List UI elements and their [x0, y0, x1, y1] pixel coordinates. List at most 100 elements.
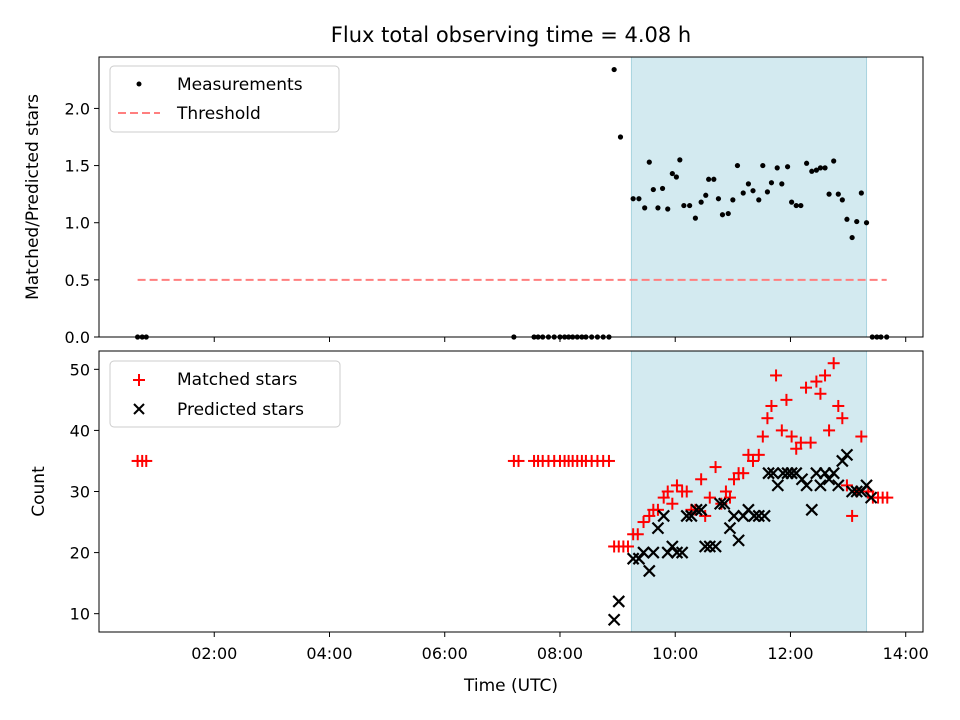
bottom-x-ticks: 02:00 04:00 06:00 08:00 10:00 12:00 14:00 — [191, 632, 929, 663]
measurement-point — [835, 191, 841, 197]
predicted-star-point — [637, 546, 650, 559]
predicted-star-point — [675, 546, 689, 559]
y-tick-label: 1.0 — [65, 214, 90, 233]
measurement-point — [817, 165, 824, 171]
measurement-point — [703, 192, 709, 198]
matched-star-point — [881, 491, 894, 504]
measurement-point — [677, 157, 683, 163]
predicted-star-point — [670, 546, 684, 559]
matched-star-point — [836, 412, 849, 425]
predicted-star-point — [709, 540, 722, 553]
measurement-point — [813, 167, 819, 173]
y-tick-label: 0.0 — [65, 328, 90, 347]
predicted-star-point — [771, 479, 785, 492]
legend-measurements-label: Measurements — [177, 75, 303, 95]
measurement-point — [681, 202, 687, 209]
x-tick-label: 10:00 — [652, 644, 698, 663]
bottom-legend: Matched stars Predicted stars — [109, 360, 341, 428]
top-legend: Measurements Threshold — [109, 65, 340, 133]
matched-star-point — [832, 399, 845, 412]
predicted-star-point — [657, 509, 670, 523]
predicted-star-point — [845, 485, 859, 498]
matched-star-point — [670, 479, 683, 492]
measurement-point — [784, 164, 791, 170]
predicted-star-point — [752, 509, 766, 523]
bottom-marks — [131, 357, 894, 627]
top-x-ticks — [213, 337, 907, 342]
measurement-point — [669, 170, 675, 177]
predicted-star-point — [747, 509, 761, 523]
predicted-star-point — [626, 552, 640, 565]
measurement-point — [768, 180, 775, 186]
predicted-star-point — [690, 503, 703, 517]
measurement-point — [839, 197, 845, 203]
predicted-star-point — [643, 564, 656, 578]
matched-star-point — [765, 399, 778, 412]
measurement-point — [725, 210, 731, 217]
measurement-point — [706, 176, 712, 182]
y-tick-label: 30 — [70, 483, 90, 502]
y-tick-label: 50 — [70, 360, 90, 379]
top-axes-frame — [98, 56, 924, 338]
measurement-point — [745, 181, 752, 187]
predicted-star-point — [758, 509, 771, 523]
measurement-point — [863, 220, 870, 226]
matched-star-point — [637, 516, 650, 529]
predicted-star-point — [766, 466, 780, 480]
matched-star-point — [780, 393, 793, 406]
y-tick-label: 20 — [70, 544, 90, 563]
measurement-point — [734, 162, 741, 169]
predicted-star-point — [762, 466, 775, 480]
measurement-point — [844, 216, 850, 222]
legend-predicted-label: Predicted stars — [177, 400, 304, 420]
matched-star-point — [747, 454, 760, 467]
predicted-star-point — [732, 534, 745, 547]
top-y-axis-label: Matched/Predicted stars — [23, 94, 43, 300]
bottom-panel: 10 20 30 40 50 02:00 04:00 06:00 08:00 10:00 12:0… — [29, 350, 929, 696]
matched-star-point — [657, 491, 670, 504]
matched-star-point — [695, 473, 708, 486]
measurement-point — [858, 190, 864, 196]
matched-star-point — [840, 479, 853, 492]
measurement-point — [711, 176, 717, 182]
predicted-star-point — [651, 521, 665, 535]
x-tick-label: 12:00 — [767, 644, 813, 663]
matched-star-point — [814, 387, 827, 400]
measurement-point — [730, 197, 736, 203]
matched-star-point — [846, 509, 859, 522]
matched-star-point — [823, 424, 836, 437]
matched-star-point — [703, 491, 716, 504]
measurement-point — [655, 205, 661, 211]
chart-title: Flux total observing time = 4.08 h — [331, 23, 691, 47]
x-tick-label: 14:00 — [883, 644, 929, 663]
predicted-star-point — [860, 479, 873, 492]
matched-star-point — [631, 528, 644, 541]
measurement-point — [822, 165, 828, 171]
y-tick-label: 2.0 — [65, 99, 90, 118]
predicted-star-point — [727, 509, 741, 523]
predicted-star-point — [864, 491, 878, 504]
predicted-star-point — [612, 595, 626, 608]
x-tick-label: 04:00 — [306, 644, 352, 663]
matched-star-point — [761, 412, 774, 425]
predicted-star-point — [850, 485, 864, 498]
measurement-point — [642, 205, 648, 211]
predicted-star-point — [832, 479, 845, 492]
matched-star-point — [651, 503, 664, 516]
measurement-point — [673, 174, 679, 180]
matched-star-point — [790, 442, 803, 455]
legend-matched-marker — [133, 374, 145, 386]
matched-star-point — [709, 461, 722, 474]
measurement-point — [798, 202, 804, 209]
measurement-point — [809, 168, 815, 174]
top-legend-box — [109, 65, 340, 133]
measurement-point — [617, 134, 624, 140]
measurement-point — [646, 159, 652, 165]
matched-star-point — [666, 497, 679, 510]
top-y-ticks: 0.0 0.5 1.0 1.5 2.0 — [65, 99, 99, 347]
measurement-point — [630, 196, 636, 202]
matched-star-point — [602, 454, 615, 467]
matched-star-point — [810, 375, 823, 388]
y-tick-label: 1.5 — [65, 157, 90, 176]
